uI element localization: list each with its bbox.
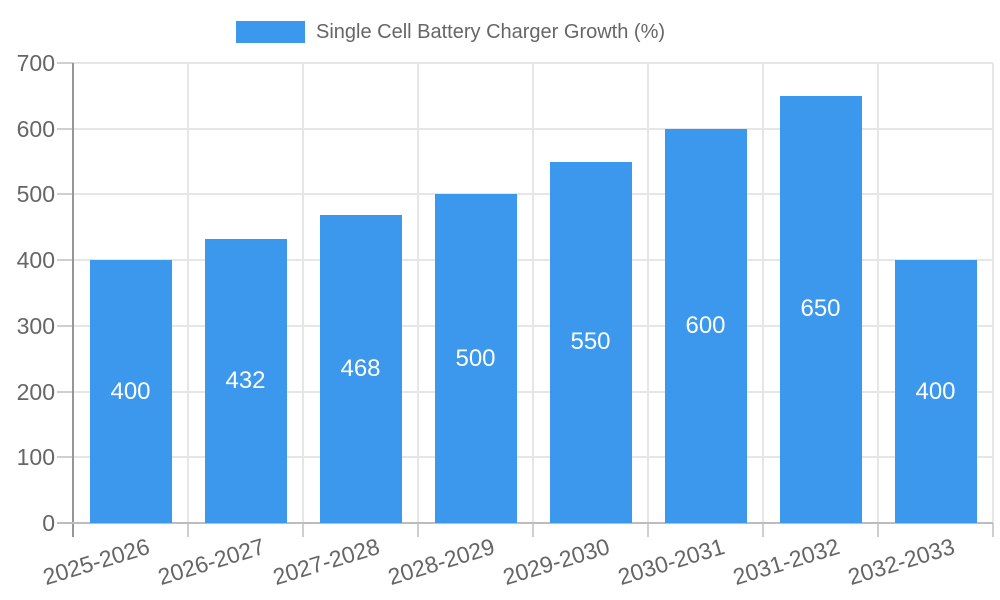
- x-tick-mark: [762, 523, 764, 537]
- bar-value-label: 550: [570, 328, 611, 356]
- y-tick-mark: [57, 62, 73, 64]
- y-tick-label: 0: [42, 510, 55, 536]
- x-tick-label: 2032-2033: [844, 533, 958, 591]
- y-tick-label: 700: [16, 50, 55, 76]
- y-tick-label: 300: [16, 312, 55, 339]
- y-tick-mark: [57, 259, 73, 262]
- bar[interactable]: [664, 128, 747, 523]
- x-tick-mark: [302, 523, 304, 537]
- x-tick-mark: [187, 523, 189, 537]
- bar[interactable]: [894, 260, 977, 523]
- x-tick-label: 2025-2026: [39, 533, 153, 591]
- x-gridline: [877, 63, 879, 523]
- y-tick-label: 200: [16, 378, 55, 405]
- bar[interactable]: [204, 239, 287, 523]
- y-tick-mark: [57, 193, 73, 196]
- bar-value-label: 400: [915, 377, 956, 405]
- x-tick-mark: [992, 523, 994, 537]
- x-gridline: [187, 63, 189, 523]
- y-tick-mark: [57, 324, 73, 327]
- y-tick-mark: [57, 456, 73, 459]
- y-tick-label: 100: [16, 444, 55, 471]
- bar[interactable]: [434, 194, 517, 523]
- y-tick-label: 600: [16, 115, 55, 142]
- x-tick-label: 2029-2030: [499, 533, 613, 591]
- x-tick-mark: [647, 523, 649, 537]
- x-axis-line: [57, 522, 993, 524]
- legend-swatch-icon: [236, 21, 305, 43]
- legend-item[interactable]: Single Cell Battery Charger Growth (%): [236, 21, 665, 44]
- y-tick-label: 400: [16, 247, 55, 274]
- y-axis-line: [72, 63, 74, 537]
- bar-value-label: 468: [340, 355, 381, 383]
- bar-value-label: 400: [110, 377, 151, 405]
- y-tick-mark: [57, 127, 73, 130]
- bar-value-label: 432: [225, 367, 266, 395]
- x-tick-label: 2031-2032: [729, 533, 843, 591]
- x-tick-mark: [532, 523, 534, 537]
- legend-label: Single Cell Battery Charger Growth (%): [316, 20, 666, 43]
- x-tick-mark: [877, 523, 879, 537]
- x-tick-label: 2026-2027: [154, 533, 268, 591]
- x-gridline: [302, 63, 304, 523]
- x-tick-mark: [417, 523, 419, 537]
- bar[interactable]: [549, 161, 632, 523]
- bar-value-label: 600: [685, 311, 726, 339]
- x-gridline: [762, 63, 764, 523]
- bar[interactable]: [89, 260, 172, 523]
- bar[interactable]: [779, 95, 862, 523]
- x-tick-label: 2027-2028: [269, 533, 383, 591]
- x-tick-label: 2030-2031: [614, 533, 728, 591]
- y-tick-label: 500: [16, 181, 55, 208]
- x-gridline: [992, 63, 994, 523]
- x-gridline: [647, 63, 649, 523]
- bar[interactable]: [319, 215, 402, 523]
- x-gridline: [532, 63, 534, 523]
- y-tick-mark: [57, 390, 73, 393]
- x-gridline: [417, 63, 419, 523]
- legend: Single Cell Battery Charger Growth (%): [236, 18, 665, 46]
- bar-value-label: 650: [800, 295, 841, 323]
- x-tick-label: 2028-2029: [384, 533, 498, 591]
- bar-value-label: 500: [455, 344, 496, 372]
